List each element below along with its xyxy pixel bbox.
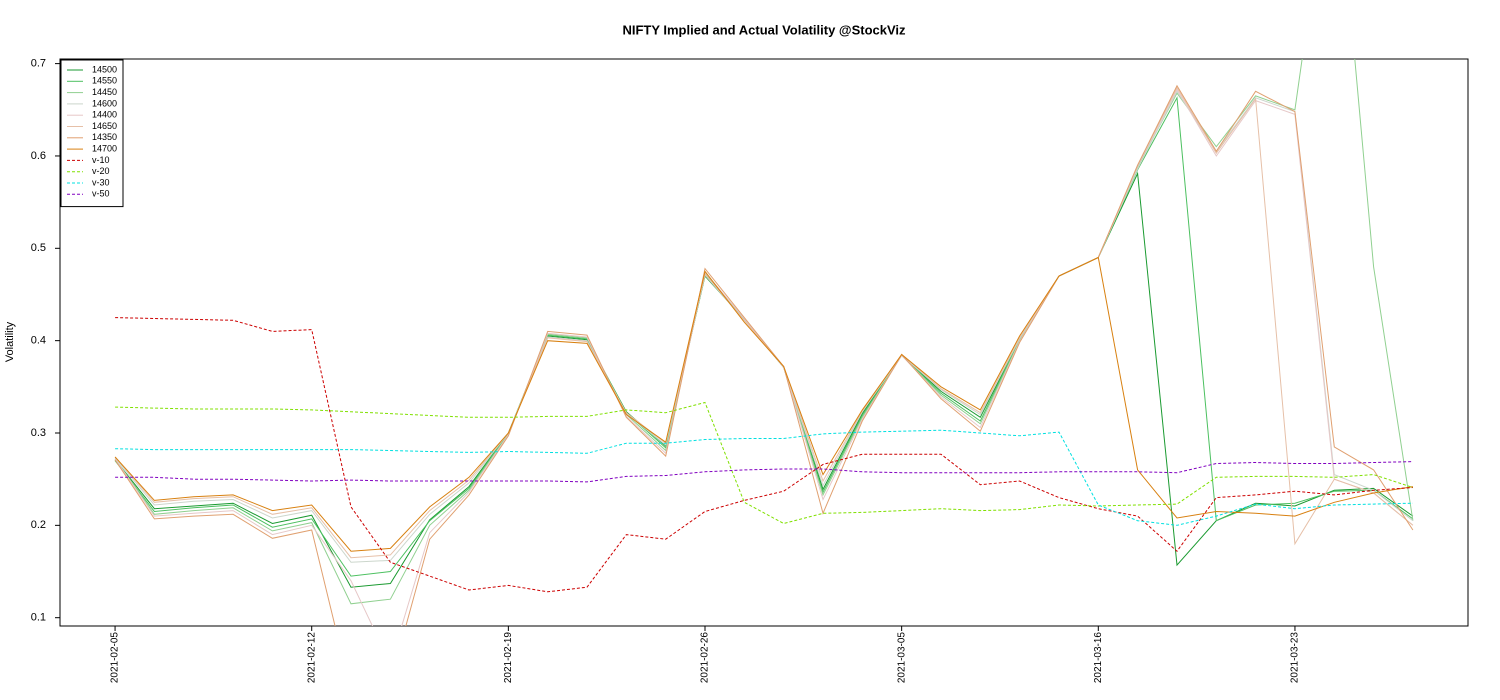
series-line	[114, 84, 1414, 626]
x-tick-label: 2021-02-19	[503, 632, 514, 684]
series-line	[114, 171, 1414, 588]
series-line	[115, 401, 1414, 525]
y-tick-label: 0.4	[31, 335, 46, 347]
x-tick-label: 2021-03-16	[1093, 632, 1104, 684]
legend-label: 14650	[92, 121, 117, 131]
series-line	[114, 90, 1414, 563]
series-line	[115, 317, 1413, 593]
legend-label: v-10	[92, 155, 110, 165]
y-tick-label: 0.7	[31, 58, 46, 70]
legend-label: 14600	[92, 98, 117, 108]
x-tick-label: 2021-03-23	[1290, 632, 1301, 684]
y-tick-label: 0.5	[31, 242, 46, 254]
legend-label: 14450	[92, 87, 117, 97]
legend-label: v-30	[92, 177, 110, 187]
series-line	[115, 429, 1413, 526]
y-tick-label: 0.3	[31, 427, 46, 439]
y-axis-label: Volatility	[4, 321, 16, 362]
y-tick-label: 0.1	[31, 612, 46, 624]
legend-label: 14400	[92, 110, 117, 120]
x-tick-label: 2021-02-12	[306, 632, 317, 684]
series-line	[115, 461, 1413, 483]
legend-label: 14500	[92, 64, 117, 74]
x-tick-label: 2021-02-05	[110, 632, 121, 684]
chart-title: NIFTY Implied and Actual Volatility @Sto…	[622, 22, 906, 37]
y-tick-label: 0.2	[31, 519, 46, 531]
series-line	[114, 256, 1413, 552]
legend-label: 14350	[92, 132, 117, 142]
legend-label: 14550	[92, 76, 117, 86]
series-line	[114, 88, 1414, 626]
legend-label: v-50	[92, 189, 110, 199]
series-line	[114, 86, 1414, 559]
x-tick-label: 2021-02-26	[700, 632, 711, 684]
legend-box	[60, 59, 124, 208]
plot-frame	[59, 58, 1469, 627]
x-tick-label: 2021-03-05	[896, 632, 907, 684]
legend-label: 14700	[92, 143, 117, 153]
legend-label: v-20	[92, 166, 110, 176]
lines	[114, 59, 1414, 626]
y-tick-label: 0.6	[31, 150, 46, 162]
series-line	[114, 96, 1414, 577]
